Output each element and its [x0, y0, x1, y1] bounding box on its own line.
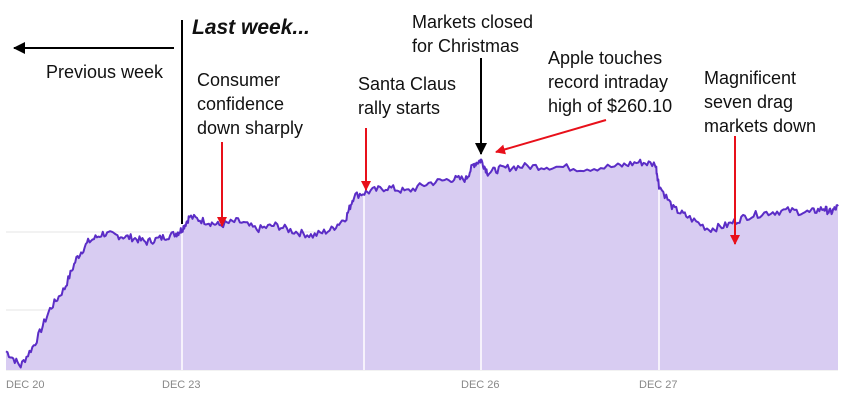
- annotation-previous-week: Previous week: [46, 62, 164, 82]
- annotation-markets-closed: Markets closed for Christmas: [412, 12, 538, 56]
- x-tick-label: DEC 23: [162, 379, 201, 391]
- chart-title: Last week...: [192, 16, 310, 39]
- x-tick-label: DEC 20: [6, 379, 45, 391]
- annotation-consumer-confidence: Consumer confidence down sharply: [197, 70, 303, 138]
- annotation-magnificent-seven: Magnificent seven drag markets down: [704, 68, 816, 136]
- series-line: [5, 158, 839, 369]
- series-area-fill: [6, 159, 838, 370]
- x-tick-label: DEC 27: [639, 379, 678, 391]
- annotation-santa-claus-rally: Santa Claus rally starts: [358, 74, 461, 118]
- x-tick-label: DEC 26: [461, 379, 500, 391]
- apple-record-arrow: [495, 119, 607, 155]
- x-axis-ticks: DEC 20 DEC 23 DEC 26 DEC 27: [6, 379, 678, 391]
- annotation-apple-record: Apple touches record intraday high of $2…: [548, 48, 673, 116]
